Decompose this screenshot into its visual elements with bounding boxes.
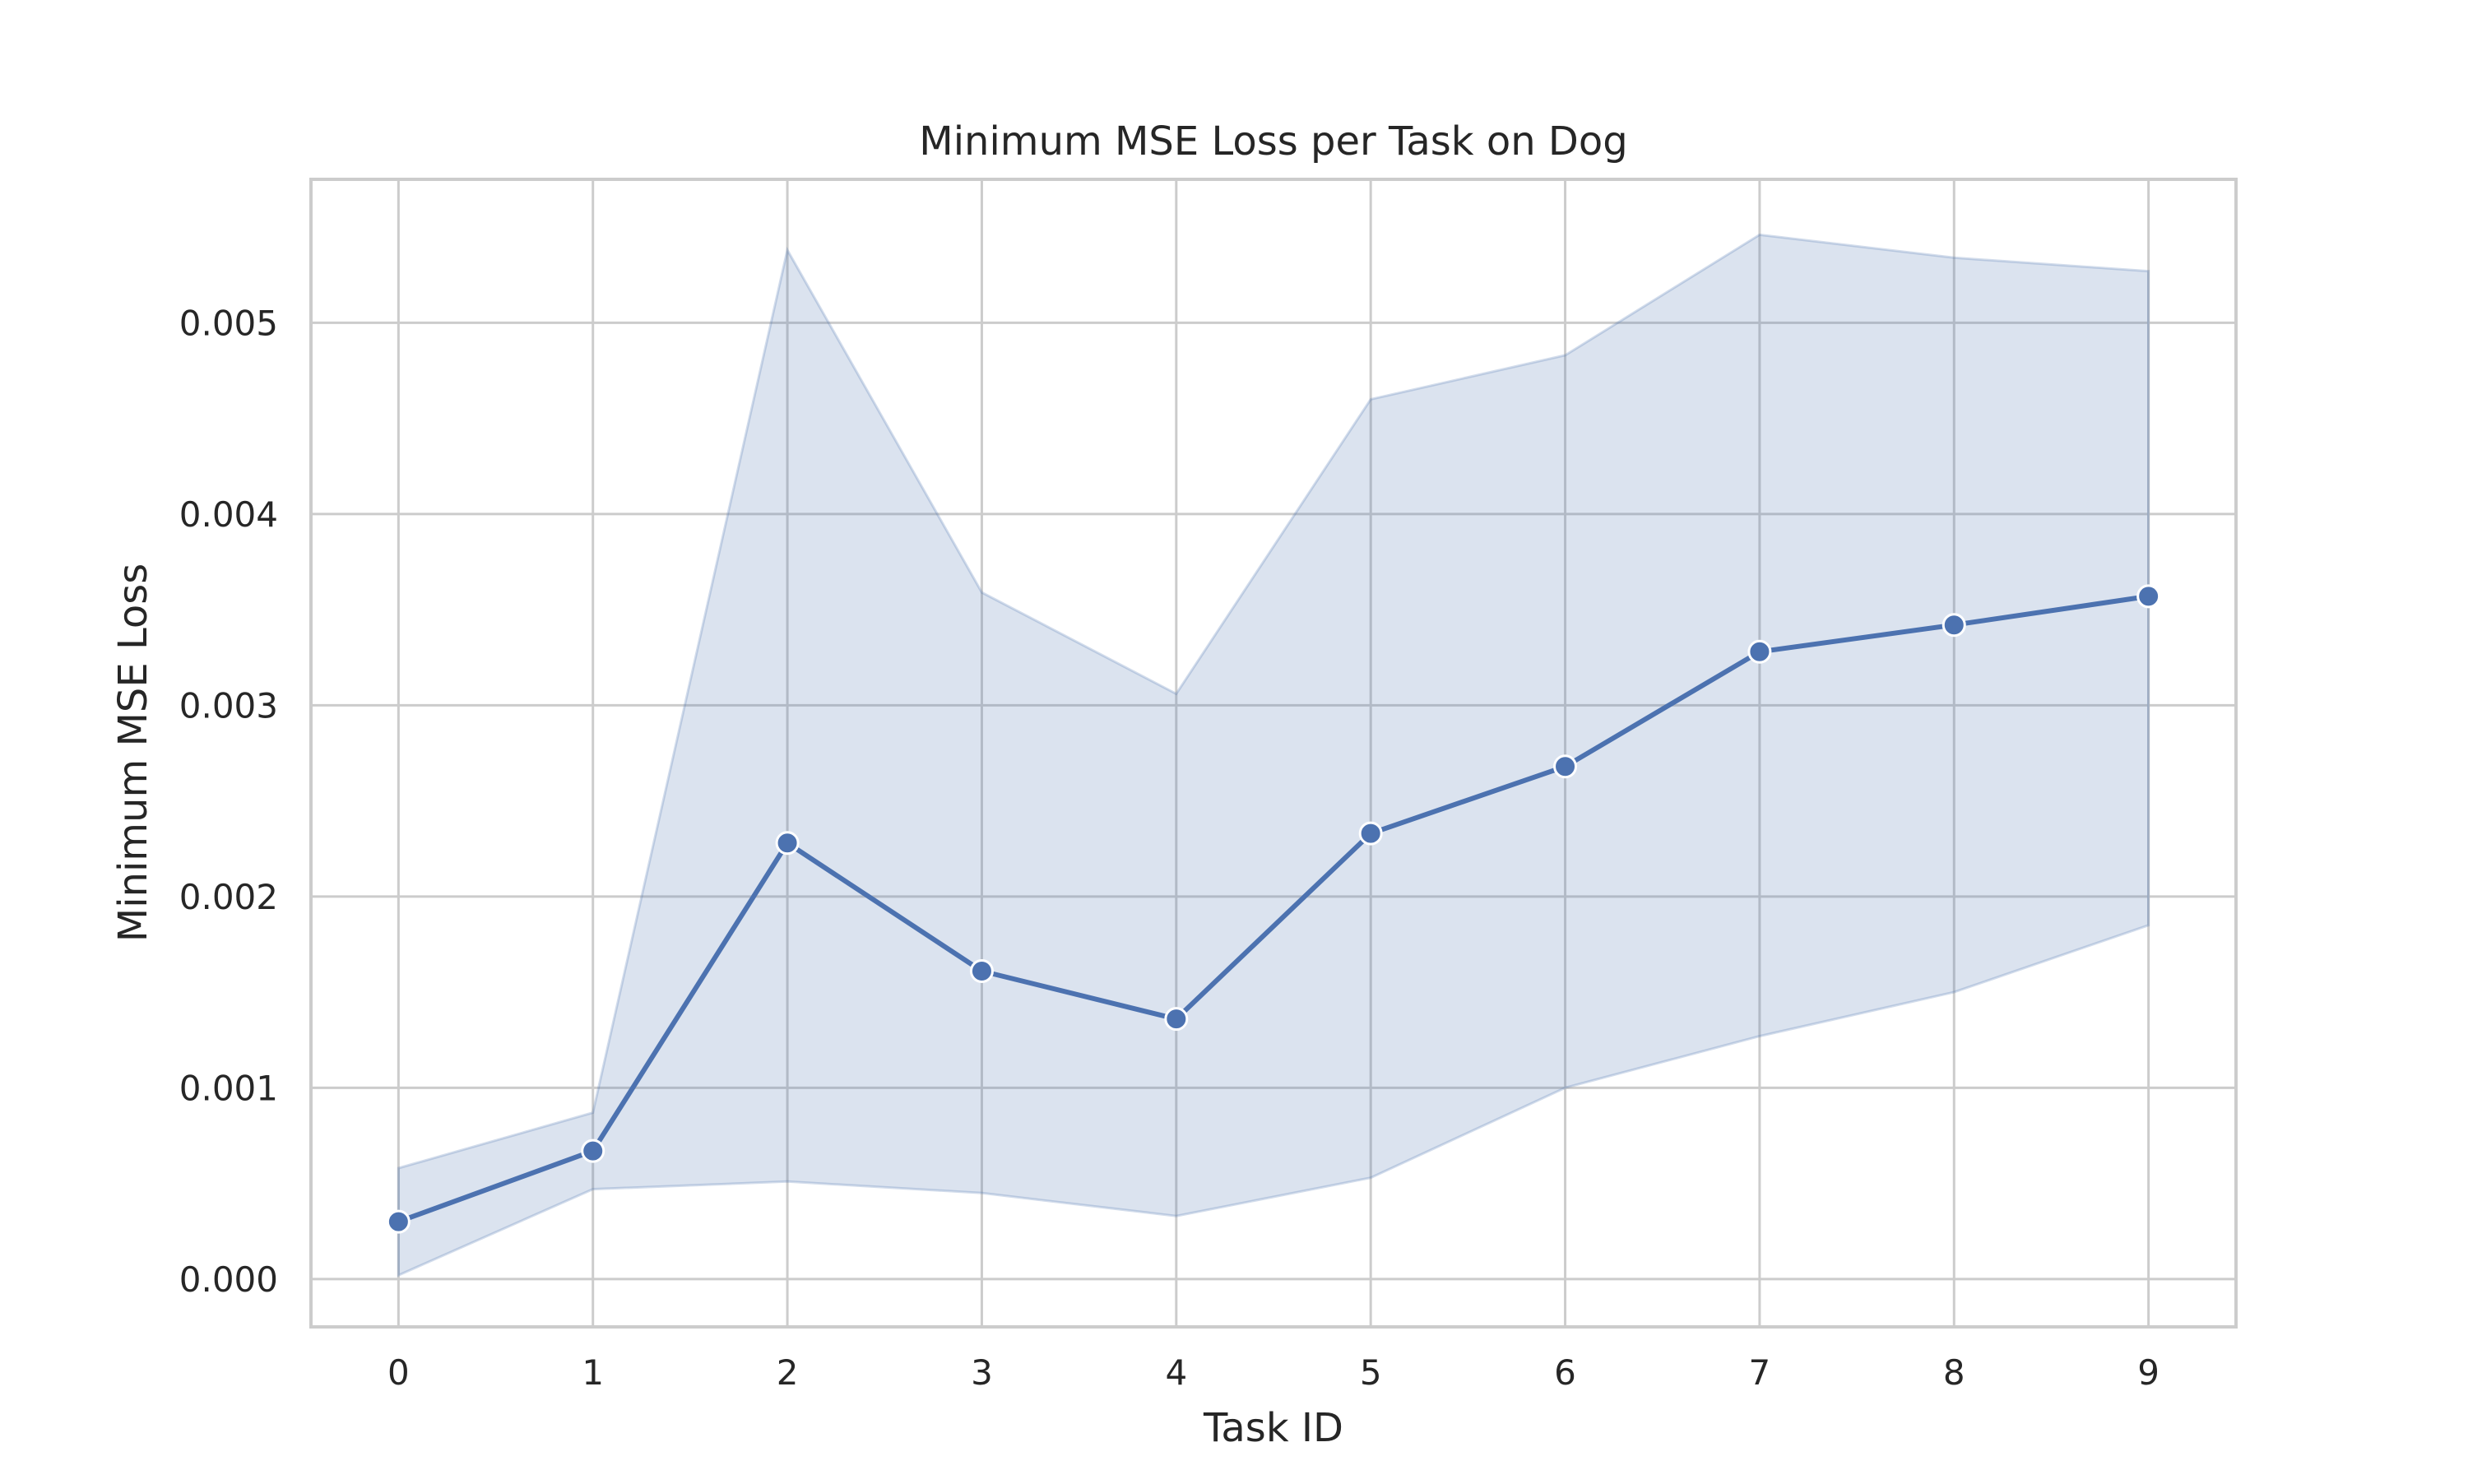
data-points-layer — [386, 584, 2161, 1234]
x-tick-label: 9 — [2137, 1352, 2160, 1393]
x-tick-label: 7 — [1749, 1352, 1771, 1393]
y-tick-label: 0.005 — [179, 303, 278, 343]
data-point — [1553, 754, 1578, 779]
series-line-layer — [396, 593, 2151, 1225]
grid — [311, 179, 2236, 1327]
data-point — [386, 1209, 411, 1234]
confidence-band — [397, 233, 2150, 1278]
y-tick-label: 0.004 — [179, 494, 278, 535]
data-point — [1358, 821, 1383, 846]
x-tick-label: 2 — [777, 1352, 799, 1393]
y-axis-label: Minimum MSE Loss — [110, 563, 156, 942]
y-tick-label: 0.002 — [179, 877, 278, 917]
x-axis-label: Task ID — [1203, 1405, 1343, 1451]
x-tick-labels: 0 1 2 3 4 5 6 7 8 9 — [387, 1352, 2160, 1393]
y-tick-label: 0.001 — [179, 1068, 278, 1108]
plot-frame — [309, 178, 2238, 1329]
x-tick-label: 3 — [971, 1352, 993, 1393]
x-tick-label: 5 — [1360, 1352, 1382, 1393]
y-tick-labels: 0.000 0.001 0.002 0.003 0.004 0.005 — [179, 303, 278, 1300]
series-line — [396, 593, 2151, 1225]
data-point — [1164, 1007, 1189, 1032]
x-tick-label: 4 — [1165, 1352, 1187, 1393]
data-point — [775, 831, 800, 856]
chart-title: Minimum MSE Loss per Task on Dog — [919, 118, 1627, 165]
confidence-band-layer — [397, 233, 2150, 1278]
data-point — [2136, 584, 2161, 609]
y-tick-label: 0.000 — [179, 1259, 278, 1300]
plot-area-background — [311, 179, 2236, 1327]
x-tick-label: 1 — [582, 1352, 604, 1393]
data-point — [581, 1139, 605, 1163]
data-point — [1747, 639, 1772, 664]
data-point — [969, 959, 994, 984]
x-tick-label: 6 — [1554, 1352, 1576, 1393]
data-point — [1941, 613, 1966, 638]
x-tick-label: 0 — [387, 1352, 410, 1393]
y-tick-label: 0.003 — [179, 685, 278, 726]
x-tick-label: 8 — [1943, 1352, 1965, 1393]
